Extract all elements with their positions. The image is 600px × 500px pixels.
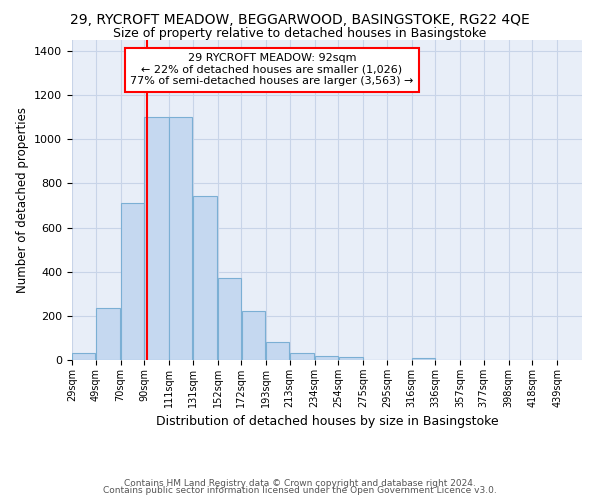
Text: Size of property relative to detached houses in Basingstoke: Size of property relative to detached ho… xyxy=(113,28,487,40)
Bar xyxy=(145,117,169,360)
Bar xyxy=(412,358,435,360)
Text: Contains HM Land Registry data © Crown copyright and database right 2024.: Contains HM Land Registry data © Crown c… xyxy=(124,478,476,488)
Text: 29, RYCROFT MEADOW, BEGGARWOOD, BASINGSTOKE, RG22 4QE: 29, RYCROFT MEADOW, BEGGARWOOD, BASINGST… xyxy=(70,12,530,26)
Bar xyxy=(290,354,314,360)
Text: Contains public sector information licensed under the Open Government Licence v3: Contains public sector information licen… xyxy=(103,486,497,495)
Text: 29 RYCROFT MEADOW: 92sqm
← 22% of detached houses are smaller (1,026)
77% of sem: 29 RYCROFT MEADOW: 92sqm ← 22% of detach… xyxy=(130,53,413,86)
Bar xyxy=(193,196,217,360)
X-axis label: Distribution of detached houses by size in Basingstoke: Distribution of detached houses by size … xyxy=(155,416,499,428)
Y-axis label: Number of detached properties: Number of detached properties xyxy=(16,107,29,293)
Bar xyxy=(266,342,289,360)
Bar xyxy=(121,204,144,360)
Bar xyxy=(72,354,95,360)
Bar xyxy=(338,356,363,360)
Bar xyxy=(315,356,338,360)
Bar xyxy=(96,308,120,360)
Bar xyxy=(218,278,241,360)
Bar xyxy=(242,312,265,360)
Bar xyxy=(169,117,193,360)
